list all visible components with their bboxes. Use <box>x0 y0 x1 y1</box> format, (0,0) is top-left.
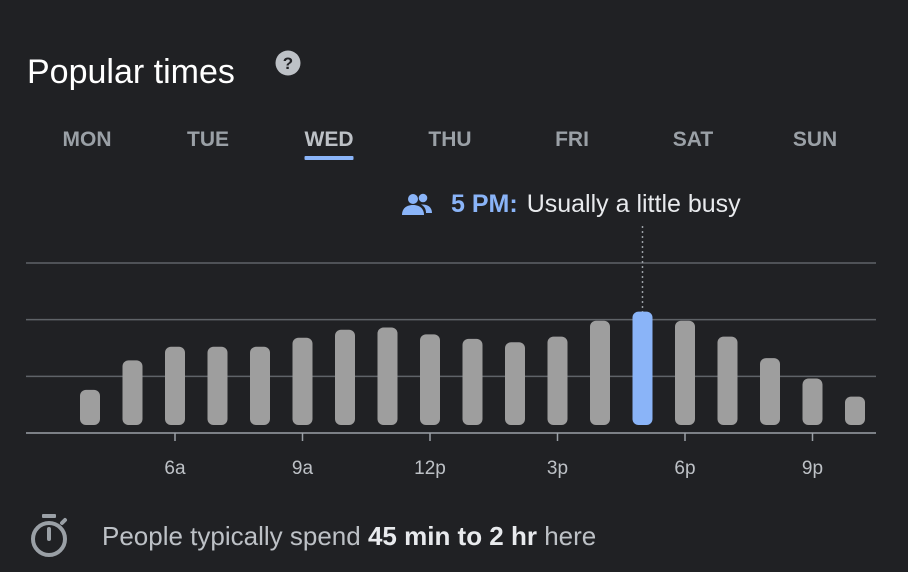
chart-bar[interactable] <box>590 320 610 425</box>
x-axis-tick-label: 3p <box>547 458 568 479</box>
chart-bar[interactable] <box>377 327 398 425</box>
chart-bar[interactable] <box>420 334 440 425</box>
x-axis-tick-label: 12p <box>414 458 446 479</box>
tab-sat[interactable]: SAT <box>673 126 713 154</box>
chart-bar[interactable] <box>675 320 695 425</box>
tab-label: SAT <box>672 128 714 151</box>
tab-sun[interactable]: SUN <box>793 126 837 154</box>
chart-bar[interactable] <box>335 329 355 425</box>
chart-bar[interactable] <box>802 378 823 425</box>
stopwatch-icon <box>31 514 67 557</box>
day-tabs: MON TUE WED THU FRI SAT SUN <box>26 126 876 166</box>
chart-bar[interactable] <box>505 342 525 425</box>
svg-text:?: ? <box>283 54 293 73</box>
people-icon <box>402 193 432 215</box>
tab-label: THU <box>428 128 472 151</box>
x-axis-tick-label: 9p <box>802 458 823 479</box>
question-circle-icon[interactable]: ? <box>275 50 301 76</box>
x-axis-tick-label: 6a <box>164 458 186 479</box>
chart-bar[interactable] <box>165 346 185 425</box>
x-axis-tick-label: 6p <box>674 458 695 479</box>
tab-label: FRI <box>555 128 589 151</box>
page-title: Popular times <box>27 53 235 91</box>
tab-thu[interactable]: THU <box>428 126 471 154</box>
visit-duration-suffix: here <box>537 520 597 551</box>
status-text: Usually a little busy <box>526 189 741 218</box>
chart-bar[interactable] <box>292 337 313 425</box>
tab-fri[interactable]: FRI <box>555 126 589 154</box>
chart-bar[interactable] <box>80 389 100 425</box>
chart-bar[interactable] <box>547 336 568 425</box>
popular-times-chart: 6a 9a 12p 3p 6p 9p <box>26 226 876 479</box>
chart-bar[interactable] <box>760 358 780 425</box>
tab-mon[interactable]: MON <box>63 126 112 154</box>
visit-duration-value: 45 min to 2 hr <box>367 520 537 551</box>
tab-label: SUN <box>792 128 838 151</box>
visit-duration: People typically spend 45 min to 2 hr he… <box>28 511 596 561</box>
busyness-status: 5 PM: Usually a little busy <box>401 188 741 220</box>
tab-wed[interactable]: WED <box>304 126 354 160</box>
chart-bar[interactable] <box>845 396 865 425</box>
tab-label: WED <box>304 128 354 151</box>
chart-bar[interactable] <box>717 336 738 425</box>
x-axis-tick-label: 9a <box>292 458 314 479</box>
chart-bar[interactable] <box>207 346 228 425</box>
tab-tue[interactable]: TUE <box>187 126 229 154</box>
selected-tab-indicator <box>304 156 354 160</box>
status-time: 5 PM: <box>451 189 518 218</box>
visit-duration-text: People typically spend 45 min to 2 hr he… <box>102 521 596 552</box>
visit-duration-prefix: People typically spend <box>102 520 368 551</box>
chart-bar[interactable] <box>122 360 143 425</box>
chart-bar[interactable] <box>462 338 483 425</box>
chart-bar-selected[interactable] <box>632 311 653 425</box>
tab-label: MON <box>62 128 112 151</box>
chart-bar[interactable] <box>250 346 270 425</box>
tab-label: TUE <box>187 128 229 151</box>
